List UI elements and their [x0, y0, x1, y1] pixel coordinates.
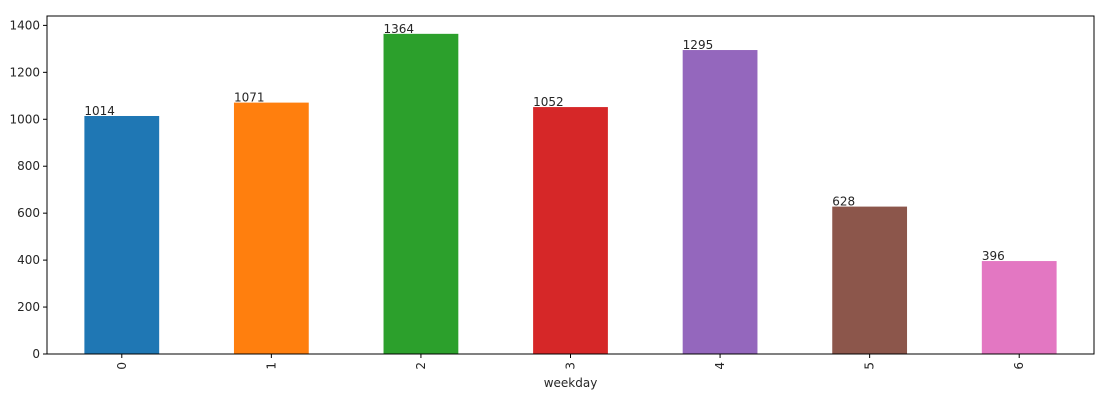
bar-0 — [84, 115, 160, 354]
x-tick-label: 1 — [264, 362, 278, 370]
bar-2 — [383, 33, 459, 354]
bar-5 — [832, 206, 908, 354]
x-tick-label: 6 — [1012, 362, 1026, 370]
data-label: 396 — [982, 249, 1005, 263]
x-tick-label: 0 — [115, 362, 129, 370]
x-tick-label: 4 — [713, 362, 727, 370]
bar-1 — [233, 102, 309, 354]
data-label: 1014 — [84, 104, 115, 118]
bar-6 — [981, 261, 1057, 354]
y-tick-label: 800 — [17, 159, 40, 173]
y-tick-label: 1400 — [9, 18, 40, 32]
y-tick-label: 0 — [32, 347, 40, 361]
data-label: 1052 — [533, 95, 564, 109]
x-tick-label: 5 — [863, 362, 877, 370]
x-tick-label: 3 — [564, 362, 578, 370]
data-label: 1071 — [234, 91, 265, 105]
plot-layer: 0 200 400 600 800 1000 1200 1400 0 1 2 3 4 5 6 1014 1071… — [9, 15, 1095, 370]
y-tick-label: 200 — [17, 300, 40, 314]
y-tick-label: 1000 — [9, 112, 40, 126]
bar-3 — [533, 107, 608, 354]
data-label: 1364 — [384, 22, 415, 36]
data-label: 628 — [832, 195, 855, 209]
bar-4 — [682, 50, 758, 354]
x-tick-label: 2 — [414, 362, 428, 370]
y-tick-label: 400 — [17, 253, 40, 267]
y-tick-label: 1200 — [9, 65, 40, 79]
data-label: 1295 — [683, 38, 714, 52]
x-axis-title: weekday — [544, 376, 598, 390]
y-tick-label: 600 — [17, 206, 40, 220]
